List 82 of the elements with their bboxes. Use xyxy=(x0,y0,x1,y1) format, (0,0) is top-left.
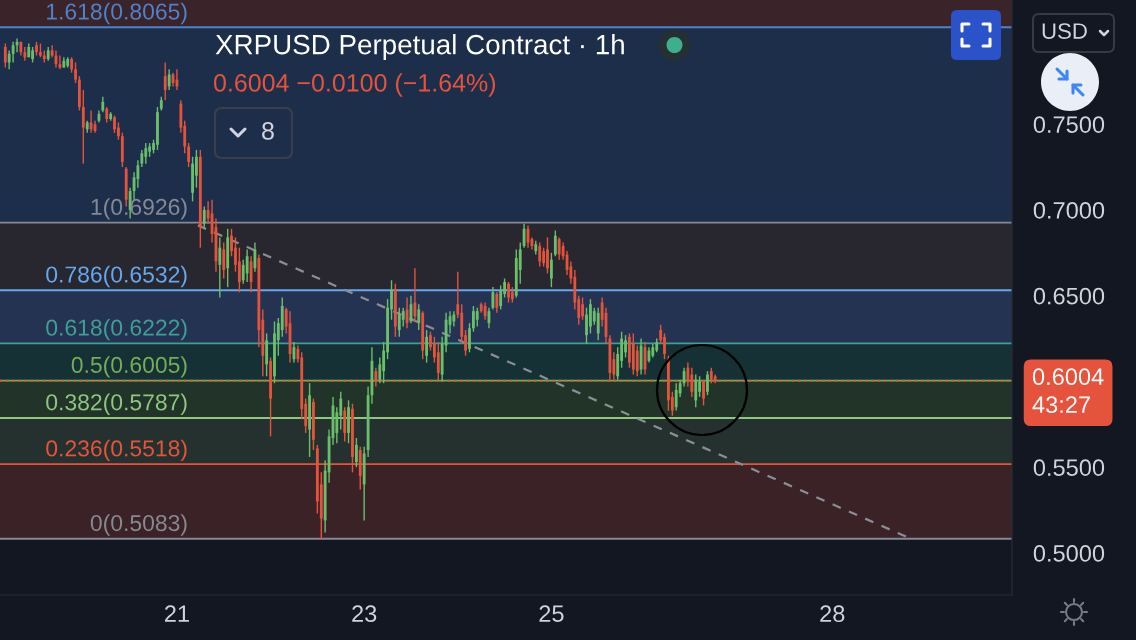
annotation: 8 xyxy=(262,122,274,140)
candlestick xyxy=(354,437,358,468)
candlestick xyxy=(273,320,276,384)
candlestick xyxy=(495,291,499,314)
candlestick xyxy=(312,397,315,451)
candlestick xyxy=(472,305,475,333)
candlestick xyxy=(187,142,191,168)
ref-line-label: 0.5(0.6005) xyxy=(71,356,187,378)
y-tick-label: 0.6500 xyxy=(1033,287,1105,305)
ref-line-label: 0.236(0.5518) xyxy=(46,439,187,462)
candlestick xyxy=(549,252,553,288)
candlestick xyxy=(167,68,171,91)
candlestick xyxy=(694,373,698,408)
candlestick xyxy=(144,142,148,165)
candlestick xyxy=(194,149,198,189)
candlestick xyxy=(202,205,206,228)
candlestick xyxy=(507,281,510,304)
x-tick-label: 25 xyxy=(539,605,564,623)
candlestick xyxy=(35,41,38,57)
candlestick xyxy=(663,332,666,360)
candlestick xyxy=(74,61,77,84)
x-tick-label: 23 xyxy=(352,605,377,623)
candlestick xyxy=(222,241,226,280)
candlestick xyxy=(425,329,429,364)
candlestick xyxy=(31,46,34,64)
candlestick xyxy=(401,307,405,328)
candlestick xyxy=(624,334,627,359)
y-tick-label: 0.5500 xyxy=(1033,459,1105,477)
y-tick-label: 0.7500 xyxy=(1033,116,1105,133)
ref-line-label: 0(0.5083) xyxy=(90,514,187,536)
candlestick xyxy=(89,109,93,134)
candlestick xyxy=(191,156,194,203)
y-tick-label: 0.5000 xyxy=(1033,545,1105,562)
candlestick xyxy=(553,229,557,257)
candlestick xyxy=(11,41,15,64)
candlestick xyxy=(468,322,471,353)
candlestick xyxy=(218,236,222,299)
candlestick xyxy=(113,114,116,134)
candlestick xyxy=(58,54,62,70)
candlestick xyxy=(81,89,85,165)
candlestick xyxy=(581,296,584,321)
candlestick xyxy=(308,382,312,458)
candlestick xyxy=(596,307,600,341)
candlestick xyxy=(585,307,588,345)
candlestick xyxy=(3,42,7,69)
candlestick xyxy=(23,46,27,62)
ref-line-label: 0.382(0.5787) xyxy=(46,393,187,415)
candlestick xyxy=(698,375,702,398)
candlestick xyxy=(39,42,42,58)
candlestick xyxy=(499,284,503,311)
candlestick xyxy=(538,241,542,268)
candlestick xyxy=(557,236,561,261)
candlestick xyxy=(117,121,120,141)
candlestick xyxy=(269,356,272,438)
ref-line-label: 0.618(0.6222) xyxy=(46,318,187,341)
candlestick xyxy=(413,267,417,323)
candlestick xyxy=(156,106,159,151)
candlestick xyxy=(706,370,709,396)
candlestick xyxy=(674,382,678,412)
y-tick-label: 0.7000 xyxy=(1033,202,1105,219)
candlestick xyxy=(589,298,592,335)
x-tick-label: 21 xyxy=(164,605,189,622)
text: XRPUSD Perpetual Contract · 1h xyxy=(215,34,624,60)
x-tick-label: 28 xyxy=(820,605,845,623)
candlestick xyxy=(475,307,479,328)
candlestick xyxy=(148,142,152,158)
text: 0.6004 −0.0100 (−1.64%) xyxy=(213,73,496,97)
ref-line-label: 0.6004 43:27 xyxy=(1032,368,1104,414)
candlestick xyxy=(542,246,546,268)
candlestick xyxy=(491,286,495,311)
candlestick xyxy=(417,303,421,331)
ref-line-label: 0.786(0.6532) xyxy=(46,265,187,288)
candlestick xyxy=(237,246,241,293)
candlestick xyxy=(163,61,167,101)
candlestick xyxy=(397,307,401,338)
candlestick xyxy=(546,236,549,275)
ref-line-label: 1.618(0.8065) xyxy=(47,2,187,25)
candlestick xyxy=(347,399,350,444)
candlestick xyxy=(635,344,639,378)
candlestick xyxy=(245,248,249,283)
text: USD xyxy=(1042,23,1087,39)
candlestick xyxy=(343,406,347,443)
